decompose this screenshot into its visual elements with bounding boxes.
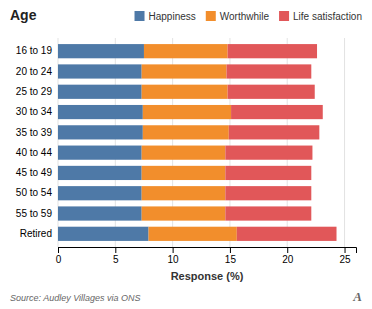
x-tick: 25 [339,247,351,265]
bar [58,146,142,160]
series [142,44,237,241]
bar [58,44,144,58]
bars [58,44,337,241]
bar [225,166,311,180]
y-tick-label: 35 to 39 [16,127,53,138]
y-tick: 16 to 19 [16,45,53,56]
bar [149,227,237,241]
bar [143,105,231,119]
y-tick-label: 25 to 29 [16,86,53,97]
bar [142,85,228,99]
bar [58,186,142,200]
bar [229,125,320,139]
x-tick-mark [173,247,174,253]
x-tick-mark [345,247,346,253]
y-tick: 40 to 44 [16,147,53,158]
bar [228,85,315,99]
x-axis-title: Response (%) [171,270,244,282]
x-tick-label: 15 [225,254,237,265]
x-tick: 0 [56,247,62,265]
legend-swatch [279,11,289,21]
title: Age [10,7,37,23]
chart: Age 0 5 10 15 20 25 16 to 19 20 to 24 25 to 29 30 … [0,0,372,309]
y-tick-label: 55 to 59 [16,208,53,219]
x-tick: 15 [225,247,237,265]
bar [228,44,317,58]
x-tick-label: 5 [113,254,119,265]
y-tick: 20 to 24 [16,66,53,77]
y-tick-label: 50 to 54 [16,187,53,198]
y-tick-label: Retired [20,228,52,239]
x-tick-mark [58,247,59,253]
bar [237,227,337,241]
legend-swatch [135,11,145,21]
bar [58,206,142,220]
legend-item: Life satisfaction [279,11,362,22]
grid-line [344,38,345,247]
bar [142,186,226,200]
x-axis-line [59,248,357,254]
legend-label: Worthwhile [220,11,270,22]
x-axis: 0 5 10 15 20 25 [56,247,357,265]
bar [231,105,323,119]
x-tick-mark [115,247,116,253]
series [225,44,336,241]
legend-item: Worthwhile [206,11,270,22]
bar [142,206,226,220]
x-tick-label: 25 [339,254,351,265]
legend-item: Happiness [135,11,196,22]
series [58,44,149,241]
y-axis: 16 to 19 20 to 24 25 to 29 30 to 34 35 to 39… [16,45,53,239]
y-tick: Retired [20,228,52,239]
x-tick: 10 [168,247,180,265]
bar [58,105,143,119]
x-tick: 5 [113,247,119,265]
bar [58,125,143,139]
grid [58,38,345,247]
bar [225,186,311,200]
bar [143,125,229,139]
legend-label: Life satisfaction [293,11,362,22]
bar [58,227,149,241]
y-tick: 35 to 39 [16,127,53,138]
bar [58,85,142,99]
y-tick-label: 30 to 34 [16,106,53,117]
annotation: A [352,289,362,304]
bar [225,206,311,220]
y-tick: 30 to 34 [16,106,53,117]
y-tick: 50 to 54 [16,187,53,198]
legend: Happiness Worthwhile Life satisfaction [135,11,362,22]
legend-swatch [206,11,216,21]
y-tick-label: 20 to 24 [16,66,53,77]
y-tick-label: 40 to 44 [16,147,53,158]
bar [142,146,226,160]
y-tick-label: 16 to 19 [16,45,53,56]
bar [142,166,226,180]
x-tick-label: 20 [282,254,294,265]
y-tick-label: 45 to 49 [16,167,53,178]
bar [225,146,312,160]
x-tick-mark [230,247,231,253]
bar [142,64,227,78]
annotation: Source: Audley Villages via ONS [10,293,141,303]
y-tick: 55 to 59 [16,208,53,219]
bar [144,44,228,58]
legend-label: Happiness [149,11,196,22]
bar [58,166,142,180]
y-tick: 45 to 49 [16,167,53,178]
x-tick-mark [287,247,288,253]
y-tick: 25 to 29 [16,86,53,97]
bar [226,64,311,78]
x-tick-label: 0 [56,254,62,265]
x-tick-label: 10 [168,254,180,265]
bar [58,64,142,78]
x-tick: 20 [282,247,294,265]
